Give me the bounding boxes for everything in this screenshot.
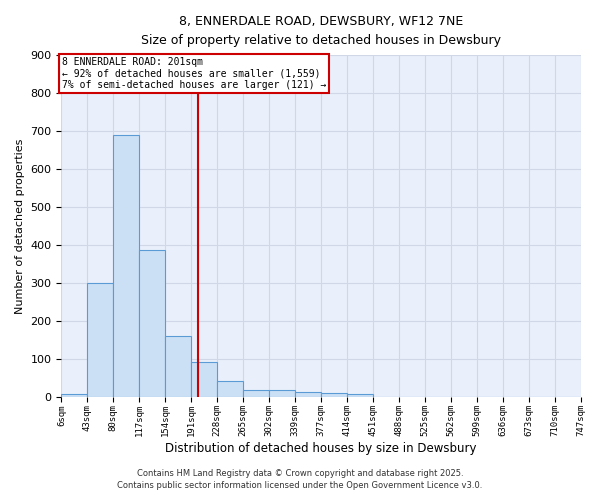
X-axis label: Distribution of detached houses by size in Dewsbury: Distribution of detached houses by size … (165, 442, 477, 455)
Bar (139, 250, 165, 396)
Title: 8, ENNERDALE ROAD, DEWSBURY, WF12 7NE
Size of property relative to detached hous: 8, ENNERDALE ROAD, DEWSBURY, WF12 7NE Si… (141, 15, 501, 47)
Text: 8 ENNERDALE ROAD: 201sqm
← 92% of detached houses are smaller (1,559)
7% of semi: 8 ENNERDALE ROAD: 201sqm ← 92% of detach… (62, 57, 326, 90)
Bar (191, 362, 217, 396)
Bar (322, 393, 347, 396)
Y-axis label: Number of detached properties: Number of detached properties (15, 138, 25, 314)
Bar (243, 390, 269, 396)
Bar (165, 336, 191, 396)
Bar (347, 394, 373, 396)
Bar (113, 135, 139, 396)
Bar (269, 390, 295, 396)
Bar (295, 392, 322, 396)
Bar (61, 394, 88, 396)
Bar (217, 380, 243, 396)
Text: Contains HM Land Registry data © Crown copyright and database right 2025.
Contai: Contains HM Land Registry data © Crown c… (118, 468, 482, 490)
Bar (88, 282, 113, 397)
